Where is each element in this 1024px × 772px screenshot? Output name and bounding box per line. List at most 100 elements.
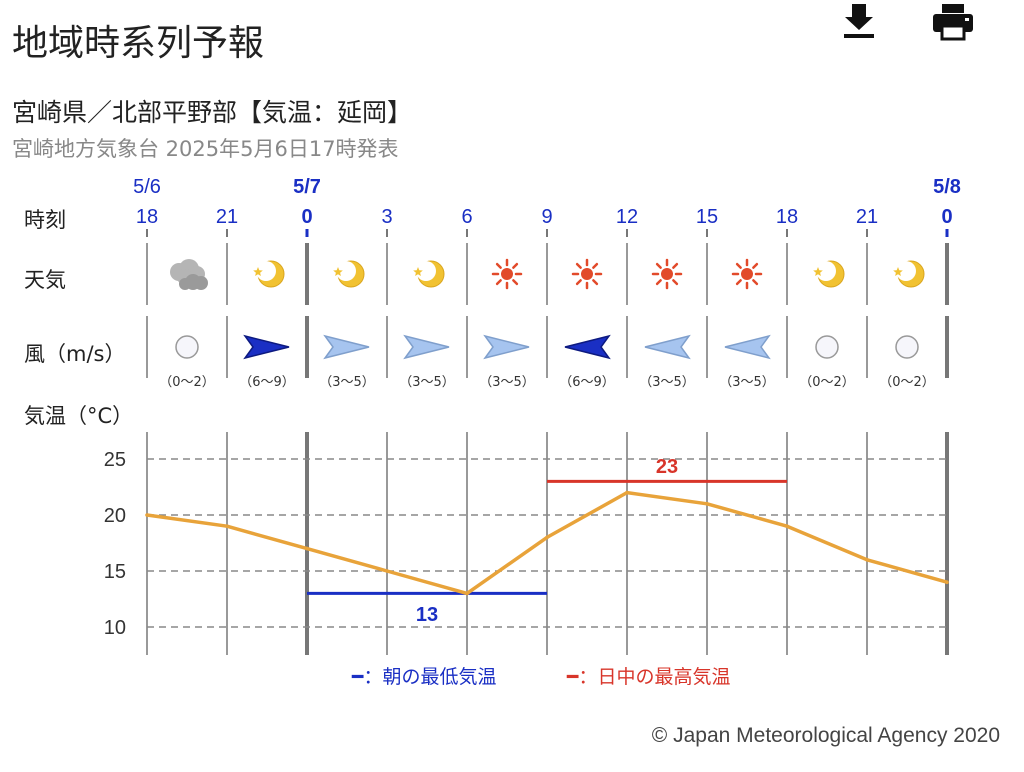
time-tick-label: 21	[216, 206, 238, 228]
star	[413, 267, 423, 276]
sunny-icon	[731, 258, 763, 290]
download-icon	[844, 4, 874, 38]
date-label: 5/8	[933, 176, 961, 198]
time-row-label: 時刻	[24, 208, 66, 232]
moon-cutout	[816, 261, 836, 281]
moon-cutout	[256, 261, 276, 281]
date-label: 5/6	[133, 176, 161, 198]
time-tick-label: 18	[136, 206, 158, 228]
sun-ray	[655, 262, 662, 269]
wind-speed-label: （3〜5）	[399, 375, 455, 390]
sun-ray	[575, 279, 582, 286]
print-button[interactable]	[928, 0, 978, 46]
temperature-point	[545, 535, 549, 540]
y-tick-label: 10	[104, 617, 126, 639]
time-tick-label: 0	[301, 206, 312, 228]
sun-ray	[512, 279, 519, 286]
sun-ray	[735, 279, 742, 286]
temperature-point	[865, 558, 869, 562]
sun-ray	[752, 279, 759, 286]
time-tick-label: 12	[616, 206, 638, 228]
temperature-point	[465, 591, 469, 596]
calm-wind-icon	[815, 335, 839, 359]
temperature-point	[225, 524, 229, 528]
weather-row-label: 天気	[24, 268, 66, 292]
wind-speed-label: （0〜2）	[799, 375, 855, 390]
moon-star-icon	[813, 260, 845, 288]
moon-cutout	[336, 261, 356, 281]
time-tick-label: 6	[461, 206, 472, 228]
cloud-puff	[194, 276, 208, 290]
wind-arrow-west-icon	[564, 334, 611, 360]
star	[253, 267, 263, 276]
wind-speed-label: （6〜9）	[239, 375, 295, 390]
wind-arrow-east-icon	[403, 334, 450, 360]
moon-cutout	[416, 261, 436, 281]
temperature-point	[145, 513, 149, 517]
wind-arrow-east-icon	[483, 334, 530, 360]
wind-speed-label: （0〜2）	[159, 375, 215, 390]
time-tick-label: 0	[941, 206, 952, 228]
sun-ray	[575, 262, 582, 269]
wind-speed-label: （3〜5）	[319, 375, 375, 390]
temperature-point	[785, 524, 789, 528]
temperature-point	[625, 490, 629, 495]
moon-star-icon	[893, 260, 925, 288]
temperature-row-label: 気温（°C）	[24, 404, 134, 428]
time-tick-label: 18	[776, 206, 798, 228]
region-title: 宮崎県／北部平野部【気温：延岡】	[12, 98, 413, 127]
wind-speed-label: （6〜9）	[559, 375, 615, 390]
wind-speed-label: （3〜5）	[639, 375, 695, 390]
temperature-point	[945, 580, 949, 584]
sun-ray	[495, 279, 502, 286]
temperature-point	[385, 569, 389, 573]
download-button[interactable]	[834, 0, 884, 46]
page-title: 地域時系列予報	[12, 23, 265, 64]
sun-core	[661, 268, 673, 280]
moon-star-icon	[333, 260, 365, 288]
time-tick-label: 21	[856, 206, 878, 228]
print-icon	[933, 4, 973, 41]
sun-ray	[495, 262, 502, 269]
wind-speed-label: （0〜2）	[879, 375, 935, 390]
cloudy-icon	[170, 259, 208, 290]
sun-ray	[735, 262, 742, 269]
calm-wind-icon	[175, 335, 199, 359]
min-temp-label: 13	[416, 604, 438, 626]
wind-speed-label: （3〜5）	[719, 375, 775, 390]
sun-ray	[752, 262, 759, 269]
wind-arrow-east-icon	[243, 334, 290, 360]
sun-ray	[672, 279, 679, 286]
y-tick-label: 15	[104, 561, 126, 583]
issued-info: 宮崎地方気象台 2025年5月6日17時発表	[12, 137, 399, 161]
wind-arrow-west-icon	[724, 334, 771, 360]
moon-star-icon	[253, 260, 285, 288]
sunny-icon	[651, 258, 683, 290]
sunny-icon	[571, 258, 603, 290]
y-tick-label: 20	[104, 505, 126, 527]
sun-core	[501, 268, 513, 280]
legend-min-temp: ━：朝の最低気温	[352, 666, 497, 688]
wind-speed-label: （3〜5）	[479, 375, 535, 390]
date-label: 5/7	[293, 176, 321, 198]
sun-core	[741, 268, 753, 280]
wind-arrow-east-icon	[323, 334, 370, 360]
wind-arrow-west-icon	[644, 334, 691, 360]
star	[333, 267, 343, 276]
temperature-point	[705, 502, 709, 506]
forecast-chart: 5/6 5/7 5/8 18 21 0 3 6 9 12 15 18 21 0 （0〜2） （6〜9） （3〜5…	[104, 176, 961, 655]
sun-ray	[512, 262, 519, 269]
moon-cutout	[896, 261, 916, 281]
sunny-icon	[491, 258, 523, 290]
sun-ray	[655, 279, 662, 286]
sun-ray	[672, 262, 679, 269]
cloud-puff	[179, 278, 191, 290]
sun-core	[581, 268, 593, 280]
star	[893, 267, 903, 276]
wind-row-label: 風（m/s）	[24, 342, 126, 366]
y-tick-label: 25	[104, 449, 126, 471]
legend-max-temp: ━：日中の最高気温	[567, 666, 731, 688]
copyright: © Japan Meteorological Agency 2020	[651, 724, 1000, 747]
star	[813, 267, 823, 276]
time-tick-label: 3	[381, 206, 392, 228]
